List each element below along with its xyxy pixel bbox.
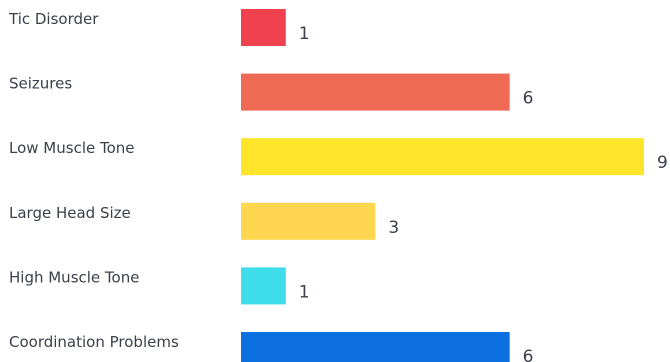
category-label-large-head-size: Large Head Size [9,204,131,222]
bars [241,9,644,362]
value-label-low-muscle-tone: 9 [657,153,668,173]
bar-low-muscle-tone [241,138,644,176]
value-label-seizures: 6 [523,89,534,109]
category-label-coordination-problems: Coordination Problems [9,333,179,351]
bar-large-head-size [241,202,376,240]
category-labels: Tic Disorder Seizures Low Muscle Tone Large… [8,10,179,351]
category-label-low-muscle-tone: Low Muscle Tone [9,139,135,157]
value-labels: 1 6 9 3 1 6 [299,24,668,362]
category-label-high-muscle-tone: High Muscle Tone [9,268,139,286]
bar-high-muscle-tone [241,267,286,305]
value-label-large-head-size: 3 [388,218,399,238]
bar-tic-disorder [241,9,286,46]
category-label-tic-disorder: Tic Disorder [8,10,99,28]
bar-seizures [241,73,510,111]
value-label-coordination-problems: 6 [523,347,534,362]
value-label-tic-disorder: 1 [299,24,310,44]
bar-coordination-problems [241,332,510,362]
category-label-seizures: Seizures [9,75,72,93]
value-label-high-muscle-tone: 1 [299,282,310,302]
